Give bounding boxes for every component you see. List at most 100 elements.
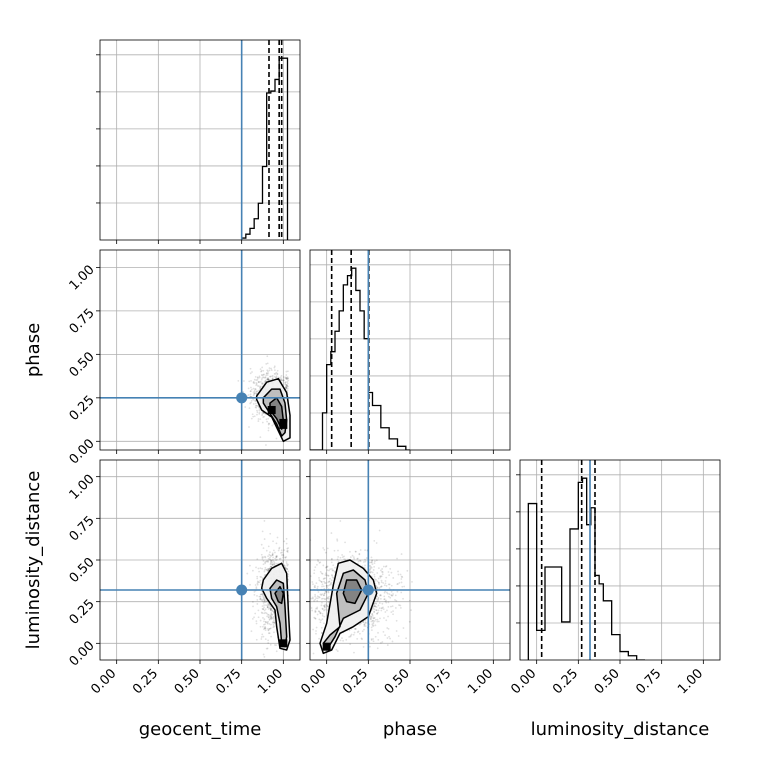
scatter-point [271,563,274,566]
scatter-point [263,600,266,602]
scatter-point [270,608,272,610]
scatter-point [267,560,270,562]
scatter-point [401,585,404,588]
scatter-point [316,607,319,610]
scatter-point [261,377,263,380]
x-tick-label: 0.75 [633,666,664,697]
scatter-point [314,610,317,613]
scatter-point [272,620,274,623]
scatter-point [356,557,359,560]
scatter-point [303,590,305,592]
scatter-point [320,572,323,575]
scatter-point [328,569,330,572]
scatter-point [269,565,272,568]
scatter-point [261,593,264,596]
scatter-point [376,612,378,615]
scatter-point [313,600,316,602]
scatter-point [268,567,271,570]
scatter-point [324,574,327,576]
scatter-point [371,613,374,616]
scatter-point [324,606,326,609]
scatter-point [261,567,264,570]
scatter-point [271,554,274,557]
scatter-point [398,582,401,584]
scatter-point [363,623,366,626]
scatter-point [249,372,252,375]
scatter-point [314,595,316,598]
scatter-point [248,380,251,383]
scatter-point [374,602,377,605]
scatter-point [286,389,289,392]
scatter-point [377,604,380,607]
scatter-point [278,547,281,550]
x-tick-label: 0.00 [508,666,539,697]
labels-layer: geocent_time phase luminosity_distance p… [23,323,709,740]
scatter-point [311,581,314,583]
scatter-point [386,609,388,612]
scatter-point [270,613,273,616]
scatter-point [273,625,276,628]
scatter-point [237,379,240,382]
scatter-point [251,569,254,572]
scatter-point [275,542,278,545]
histogram-step [310,267,410,450]
scatter-point [285,376,288,379]
scatter-point [275,562,278,565]
scatter-point [369,618,372,620]
scatter-point [264,611,267,614]
scatter-point [383,595,386,598]
scatter-point [242,390,245,393]
scatter-point [262,559,265,562]
scatter-point [377,638,380,641]
histogram-step [527,477,645,660]
scatter-point [324,572,327,575]
scatter-point [269,609,272,612]
scatter-point [307,599,309,601]
scatter-point [359,549,362,551]
scatter-point [276,373,279,376]
scatter-point [261,382,264,385]
panels-layer: 0.00 0.25 0.50 0.75 1.00 0.00 0.25 0.50 0.75 1.00… [67,39,721,697]
scatter-point [323,582,326,584]
scatter-point [266,603,269,606]
phase-vs-geocent_time-content [100,250,300,450]
scatter-point [369,567,372,570]
scatter-point [312,652,315,655]
scatter-point [372,621,375,624]
y-tick-label: 0.50 [67,349,98,380]
scatter-point [257,581,260,584]
scatter-point [374,618,377,621]
diag-1 [309,249,511,454]
scatter-point [395,599,398,602]
scatter-point [380,609,383,612]
scatter-point [328,580,331,583]
scatter-point [325,566,328,569]
scatter-point [268,628,271,630]
scatter-point [254,584,257,586]
scatter-point [267,427,270,429]
scatter-point [315,597,318,600]
scatter-point [261,598,264,601]
scatter-point [379,586,382,589]
scatter-point [264,561,267,564]
scatter-point [382,608,385,611]
scatter-point [249,367,252,370]
scatter-point [260,370,262,373]
scatter-point [269,605,272,608]
scatter-point [254,388,257,391]
luminosity_distance-vs-geocent_time-content [100,460,300,660]
scatter-point [267,569,270,572]
scatter-point [364,622,367,625]
scatter-point [402,597,404,600]
scatter-point [267,608,270,610]
scatter-point [329,568,332,571]
scatter-point [373,575,376,578]
scatter-point [349,550,351,553]
scatter-point [327,591,330,594]
scatter-point [268,623,271,625]
scatter-point [260,638,263,640]
scatter-point [263,623,265,626]
scatter-point [260,599,263,602]
scatter-point [349,634,352,637]
scatter-point [267,567,270,570]
